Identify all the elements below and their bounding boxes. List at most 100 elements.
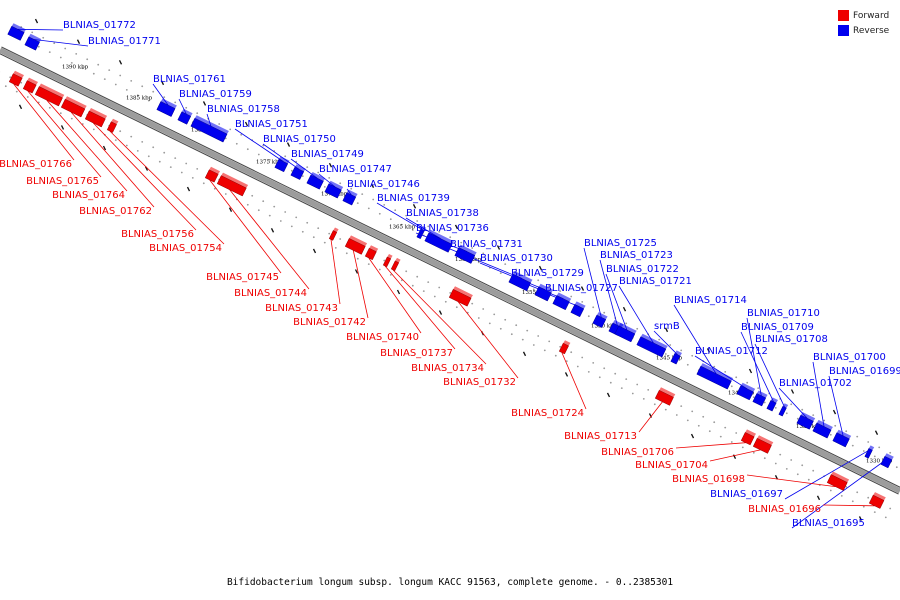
gene-shape [27, 77, 38, 85]
tick-dot [114, 83, 117, 86]
gene-shape [9, 73, 23, 87]
tick-dot [235, 142, 238, 145]
tick-dot [218, 123, 221, 125]
reverse-swatch [838, 25, 849, 36]
tick-dot [163, 96, 166, 98]
tick-dot [356, 257, 359, 260]
tick-dot [631, 392, 634, 395]
gene-block-blnias-01727 [570, 301, 586, 318]
tick-dot [565, 360, 568, 362]
gene-label-blnias-01721: BLNIAS_01721 [619, 276, 692, 287]
tick-dot [185, 106, 188, 109]
scale-label: 1365 kbp [389, 225, 416, 231]
tick-dot [273, 205, 276, 208]
tick-dot [345, 252, 348, 255]
gene-shape [592, 314, 607, 328]
gene-shape [22, 80, 37, 94]
gene-label-blnias-01708: BLNIAS_01708 [755, 334, 828, 345]
tick-dot [532, 288, 535, 291]
tick-dot [262, 200, 265, 203]
tick-dash [874, 430, 879, 435]
leader-line [457, 301, 519, 379]
gene-shape [382, 256, 392, 268]
tick-dot [438, 286, 441, 289]
gene-shape [205, 169, 219, 183]
gene-shape [290, 167, 304, 180]
tick-dot [724, 371, 727, 373]
tick-dot [42, 36, 45, 39]
leader-line [822, 504, 875, 507]
gene-label-blnias-01737: BLNIAS_01737 [380, 348, 453, 359]
tick-dot [433, 295, 436, 298]
leader-line [675, 442, 746, 449]
gene-block-blnias-01736 [454, 244, 477, 264]
tick-dash [160, 80, 165, 86]
gene-shape [670, 353, 681, 365]
tick-dot [488, 322, 491, 325]
gene-shape [61, 99, 85, 117]
gene-shape [328, 230, 338, 241]
tick-dot [548, 284, 551, 287]
tick-dash [664, 327, 669, 333]
tick-dot [334, 247, 337, 249]
tick-dot [576, 365, 579, 368]
gene-shape [796, 415, 814, 430]
gene-shape [346, 189, 358, 197]
legend-forward: Forward [838, 8, 889, 23]
tick-dot [59, 112, 62, 115]
gene-shape [778, 405, 787, 417]
gene-shape [636, 336, 666, 358]
gene-block-blnias-01758 [190, 115, 229, 143]
tick-dot [350, 187, 353, 190]
tick-dot [31, 31, 34, 34]
gene-shape [34, 86, 63, 107]
gene-label-blnias-01706: BLNIAS_01706 [601, 447, 674, 458]
gene-label-blnias-01739: BLNIAS_01739 [377, 193, 450, 204]
gene-label-blnias-01722: BLNIAS_01722 [606, 264, 679, 275]
gene-block-blnias-01696 [868, 492, 886, 509]
tick-dot [295, 216, 298, 219]
forward-swatch [838, 10, 849, 21]
tick-dot [130, 135, 133, 138]
tick-dot [53, 42, 56, 45]
tick-dot [191, 177, 194, 179]
gene-shape [640, 333, 668, 349]
tick-dot [317, 171, 320, 174]
gene-shape [306, 175, 324, 190]
leader-line [330, 239, 341, 305]
tick-dot [856, 491, 859, 494]
gene-label-blnias-01754: BLNIAS_01754 [149, 243, 222, 254]
tick-dot [829, 489, 832, 492]
tick-dot [471, 302, 474, 305]
tick-dash [690, 433, 695, 439]
gene-shape [221, 172, 249, 188]
backbone-stroke [0, 47, 900, 494]
gene-shape [864, 448, 873, 459]
tick-dot [174, 101, 177, 104]
tick-dot [867, 441, 870, 443]
tick-dash [522, 351, 527, 357]
tick-dot [92, 128, 95, 131]
gene-shape [111, 118, 119, 125]
gene-shape [563, 340, 571, 346]
gene-label-blnias-01723: BLNIAS_01723 [600, 250, 673, 261]
tick-dot [306, 221, 309, 224]
gene-block-blnias-01712 [736, 382, 756, 401]
tick-dot [416, 220, 419, 222]
scale-label: 1355 kbp [522, 290, 549, 296]
gene-label-blnias-01732: BLNIAS_01732 [443, 377, 516, 388]
tick-dot [257, 209, 260, 212]
tick-dash [118, 60, 123, 65]
gene-block-blnias-01743 [328, 227, 339, 241]
gene-label-blnias-01746: BLNIAS_01746 [347, 179, 420, 190]
gene-block-blnias-01750 [290, 164, 306, 180]
tick-dot [664, 408, 667, 411]
gene-shape [812, 422, 832, 439]
leader-line [791, 457, 889, 529]
tick-dash [622, 306, 627, 312]
gene-shape [60, 98, 86, 118]
tick-dot [796, 473, 799, 476]
tick-dot [163, 151, 166, 154]
leader-line [583, 247, 602, 318]
tick-dot [598, 376, 601, 379]
